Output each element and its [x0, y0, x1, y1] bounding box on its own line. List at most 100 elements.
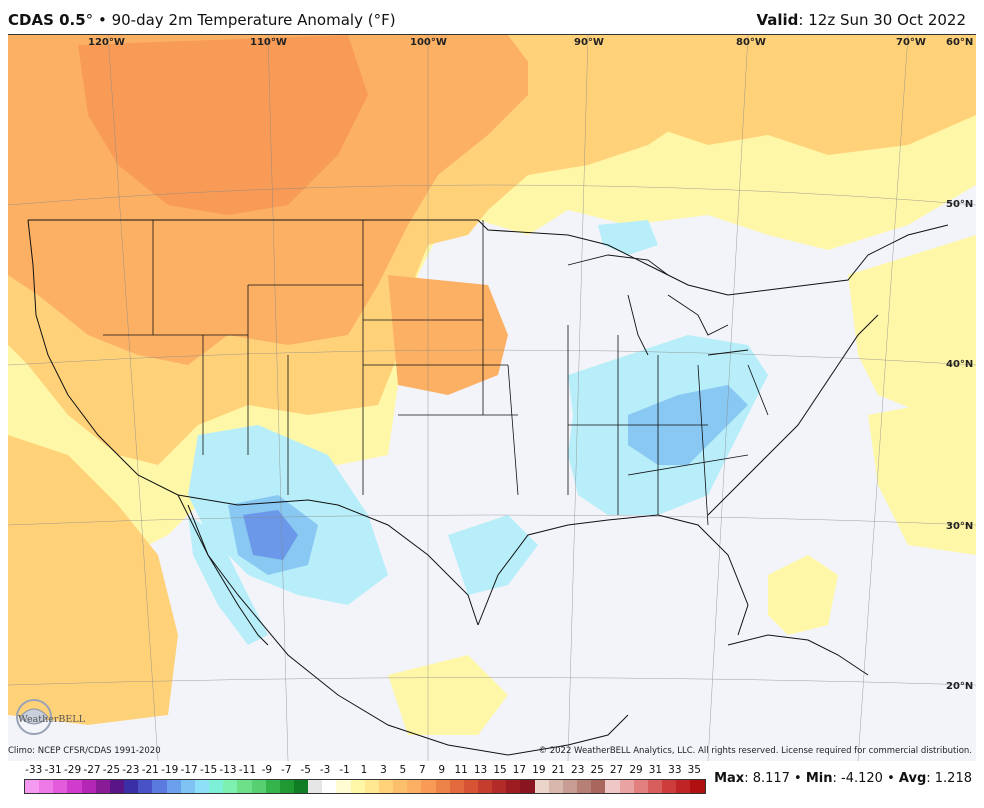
colorbar-tick-label: -5: [300, 764, 311, 776]
colorbar-tick-label: 25: [590, 764, 604, 776]
colorbar-tick-label: 9: [438, 764, 446, 776]
min-value: : -4.120: [832, 771, 883, 786]
colorbar-swatch: [478, 780, 493, 793]
colorbar-tick-label: 17: [512, 764, 527, 776]
stats-sep-2: •: [882, 771, 899, 786]
colorbar-tick-label: -31: [44, 764, 62, 776]
colorbar-swatch: [393, 780, 408, 793]
logo-wordmark: WeatherBELL: [18, 714, 86, 725]
colorbar-swatch: [407, 780, 422, 793]
colorbar-swatch: [39, 780, 54, 793]
colorbar-swatch: [633, 780, 648, 793]
colorbar-swatch: [364, 780, 379, 793]
east-coast: [707, 314, 879, 516]
title-bullet: •: [97, 11, 107, 29]
colorbar-tick-label: -9: [261, 764, 273, 776]
colorbar-swatch: [562, 780, 578, 793]
colorbar-tick-label: 1: [360, 764, 368, 776]
lon-label-90w: 90°W: [574, 37, 604, 48]
colorbar-swatch: [577, 780, 592, 793]
min-label: Min: [805, 771, 833, 786]
colorbar-swatch: [690, 780, 705, 793]
colorbar-tick-label: -1: [339, 764, 350, 776]
colorbar-swatch: [209, 780, 224, 793]
colorbar-swatch: [194, 780, 210, 793]
colorbar-tick-label: -29: [63, 764, 82, 776]
colorbar-labels: -33 -31 -29 -27 -25 -23 -21 -19 -17 -15 -13 -11 -9 -7…: [14, 764, 704, 778]
colorbar-tick-label: -27: [83, 764, 101, 776]
lat-label-60n: 60°N: [946, 37, 974, 48]
colorbar-tick-label: 35: [687, 764, 701, 776]
colorbar-swatch: [124, 780, 139, 793]
colorbar-tick-label: 27: [609, 764, 624, 776]
colorbar-tick-label: -17: [180, 764, 198, 776]
valid-value: : 12z Sun 30 Oct 2022: [798, 11, 966, 29]
colorbar-swatch: [534, 780, 549, 793]
lat-label-50n: 50°N: [946, 199, 974, 210]
map-title: CDAS 0.5° • 90-day 2m Temperature Anomal…: [8, 11, 396, 29]
lat-label-30n: 30°N: [946, 521, 974, 532]
colorbar-swatch: [67, 780, 82, 793]
colorbar-swatch: [138, 780, 153, 793]
lon-label-70w: 70°W: [896, 37, 926, 48]
colorbar-swatch: [548, 780, 563, 793]
graticule: [8, 35, 976, 761]
colorbar-swatch: [449, 780, 464, 793]
colorbar-swatch: [308, 780, 323, 793]
warm-northeast: [848, 235, 976, 415]
colorbar-tick-label: -7: [281, 764, 292, 776]
colorbar-tick-label: 15: [493, 764, 507, 776]
colorbar-swatch: [619, 780, 634, 793]
lat-label-20n: 20°N: [946, 681, 974, 692]
colorbar-swatch: [421, 780, 436, 793]
avg-value: : 1.218: [926, 771, 972, 786]
colorbar-tick-label: 7: [418, 764, 426, 776]
colorbar-tick-label: 13: [473, 764, 488, 776]
state-lines: [103, 220, 769, 526]
us-west-coast: [27, 219, 179, 496]
colorbar-tick-label: -15: [199, 764, 218, 776]
colorbar-swatch: [166, 780, 181, 793]
lon-label-100w: 100°W: [410, 37, 447, 48]
lon-label-80w: 80°W: [736, 37, 766, 48]
colorbar-tick-label: -19: [161, 764, 179, 776]
stats-summary: Max: 8.117 • Min: -4.120 • Avg: 1.218: [714, 771, 972, 786]
colorbar-swatch: [463, 780, 478, 793]
colorbar-swatch: [109, 780, 125, 793]
colorbar-swatch: [605, 780, 620, 793]
us-mexico-border: [177, 494, 479, 626]
colorbar-swatch: [506, 780, 521, 793]
colorbar-swatch: [265, 780, 280, 793]
colorbar-swatch: [180, 780, 195, 793]
colorbar-swatch: [435, 780, 450, 793]
lon-label-120w: 120°W: [88, 37, 125, 48]
colorbar-tick-label: -3: [319, 764, 331, 776]
colorbar-swatches: [24, 779, 706, 794]
avg-label: Avg: [898, 771, 927, 786]
colorbar-swatch: [223, 780, 238, 793]
valid-time: Valid: 12z Sun 30 Oct 2022: [756, 11, 966, 29]
colorbar-swatch: [591, 780, 606, 793]
warm-mexico-patch: [388, 655, 508, 735]
colorbar-swatch: [237, 780, 252, 793]
colorbar-tick-label: 11: [454, 764, 468, 776]
colorbar-tick-label: 23: [571, 764, 585, 776]
colorbar-tick-label: -33: [25, 764, 43, 776]
great-lakes: [567, 254, 749, 356]
colorbar-swatch: [53, 780, 68, 793]
map-svg: [8, 35, 976, 761]
colorbar-tick-label: -25: [102, 764, 120, 776]
max-label: Max: [714, 771, 745, 786]
colorbar-swatch: [492, 780, 507, 793]
colorbar-tick-label: 29: [629, 764, 643, 776]
colorbar-tick-label: 21: [551, 764, 565, 776]
lat-label-40n: 40°N: [946, 359, 974, 370]
colorbar-tick-label: -11: [238, 764, 256, 776]
warm-east-canada: [508, 35, 976, 155]
cuba: [727, 634, 869, 676]
product-name: 90-day 2m Temperature Anomaly (°F): [111, 11, 396, 29]
colorbar-tick-label: 31: [648, 764, 663, 776]
mexico-outline: [177, 494, 629, 756]
degree-mark: °: [85, 11, 94, 29]
stats-sep-1: •: [789, 771, 806, 786]
